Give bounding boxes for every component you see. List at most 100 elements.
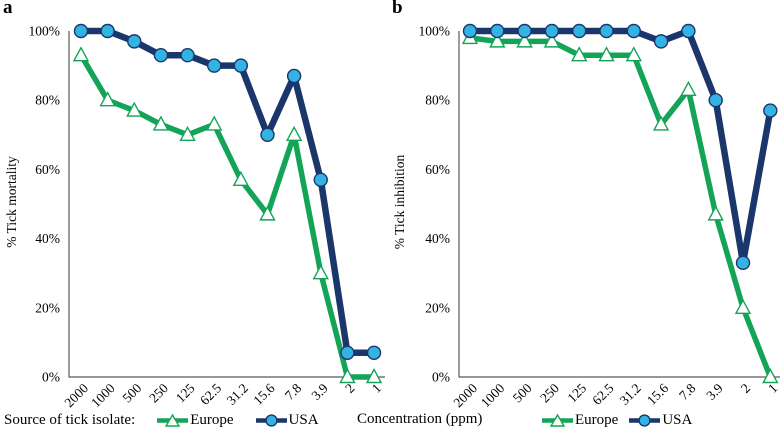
legend-europe-label: Europe	[575, 412, 619, 428]
legend-europe-label: Europe	[190, 412, 234, 428]
usa-data-point-marker	[653, 34, 669, 49]
y-tick-label: 80%	[425, 93, 450, 108]
usa-data-point-marker	[233, 58, 249, 73]
y-tick-label: 60%	[35, 162, 60, 177]
x-tick-label: 7.8	[282, 380, 305, 403]
usa-data-point-marker	[286, 68, 302, 84]
usa-line-swatch-icon	[629, 414, 661, 427]
europe-data-point-marker	[72, 46, 90, 62]
x-tick-label: 500	[510, 380, 535, 405]
europe-data-point-marker	[516, 32, 533, 48]
y-tick-label: 0%	[432, 370, 450, 385]
x-tick-label: 31.2	[617, 381, 644, 408]
usa-data-point-marker	[462, 23, 478, 39]
x-tick-label: 125	[173, 380, 198, 405]
europe-data-point-marker	[489, 32, 506, 48]
usa-line-swatch-icon	[255, 414, 287, 427]
panel-a: a % Tick mortality 100% 80% 60% 40% 20% 0% 200…	[0, 0, 391, 437]
europe-data-point-marker	[99, 91, 116, 107]
usa-data-point-marker	[544, 23, 560, 39]
x-tick-label: 1000	[88, 380, 118, 410]
panel-b-label: b	[392, 0, 403, 18]
legend-item-usa: USA	[255, 412, 319, 429]
europe-data-point-marker	[285, 125, 303, 142]
panel-b: b % Tick inhibition 100% 80% 60% 40% 20% 0% 20…	[391, 0, 783, 437]
usa-data-point-marker	[260, 127, 275, 143]
usa-data-point-marker	[571, 23, 587, 39]
europe-data-point-marker	[762, 368, 779, 384]
x-tick-label: 3.9	[703, 380, 726, 403]
europe-data-point-marker	[126, 101, 143, 117]
legend-item-usa-b: USA	[628, 412, 692, 429]
y-tick-label: 40%	[425, 231, 450, 246]
europe-line-swatch-icon	[157, 413, 189, 427]
y-tick-label: 80%	[35, 93, 60, 108]
x-tick-label: 250	[537, 380, 562, 405]
x-axis-title: Concentration (ppm)	[357, 411, 483, 427]
europe-data-point-marker	[365, 368, 383, 384]
x-tick-label: 15.6	[250, 380, 277, 407]
europe-data-point-marker	[206, 115, 223, 131]
series-usa-line	[466, 27, 774, 267]
europe-data-point-marker	[707, 205, 724, 221]
usa-data-point-marker	[127, 34, 142, 49]
legend-item-europe-b: Europe	[541, 412, 618, 429]
europe-data-point-marker	[598, 46, 615, 62]
europe-data-point-marker	[734, 298, 752, 314]
x-tick-label: 125	[564, 380, 589, 405]
panel-a-label: a	[3, 0, 13, 18]
legend-panel-a: Source of tick isolate: Europe USA	[4, 412, 319, 429]
usa-data-point-marker	[681, 23, 696, 39]
europe-data-point-marker	[625, 46, 642, 62]
y-tick-label: 100%	[419, 24, 451, 39]
y-tick-label: 60%	[425, 162, 450, 177]
usa-data-point-marker	[340, 345, 355, 360]
x-tick-label: 500	[119, 380, 144, 405]
legend-item-europe: Europe	[156, 412, 234, 429]
y-tick-label: 40%	[35, 231, 60, 246]
usa-data-point-marker	[599, 23, 614, 39]
x-tick-label: 62.5	[589, 380, 616, 407]
legend-usa-label: USA	[288, 412, 319, 428]
x-tick-label: 2000	[61, 380, 91, 410]
europe-data-point-marker	[339, 368, 356, 384]
legend-source-label: Source of tick isolate:	[4, 412, 136, 428]
usa-data-point-marker	[366, 345, 382, 360]
legend-usa-label: USA	[662, 412, 693, 428]
y-tick-label: 100%	[29, 24, 61, 39]
y-tick-label: 0%	[42, 370, 60, 385]
europe-data-point-marker	[259, 205, 276, 221]
europe-data-point-marker	[571, 46, 588, 62]
usa-data-point-marker	[180, 48, 195, 63]
x-tick-label: 3.9	[308, 380, 331, 403]
y-tick-label: 20%	[425, 300, 450, 315]
series-europe-line	[78, 52, 377, 380]
x-tick-label: 7.8	[676, 380, 699, 403]
usa-data-point-marker	[517, 23, 532, 39]
x-tick-label: 62.5	[197, 380, 224, 407]
usa-data-point-marker	[490, 23, 505, 39]
usa-data-point-marker	[206, 58, 222, 73]
usa-data-point-marker	[153, 48, 169, 63]
europe-line-swatch-icon	[542, 413, 573, 427]
x-tick-label: 250	[146, 380, 171, 405]
x-tick-label: 1000	[478, 380, 508, 410]
usa-data-point-marker	[763, 103, 778, 118]
x-tick-label: 2	[738, 381, 753, 396]
europe-data-point-marker	[680, 80, 697, 97]
x-tick-label: 15.6	[644, 380, 671, 407]
usa-data-point-marker	[735, 255, 751, 271]
x-tick-label: 2000	[450, 380, 480, 410]
usa-data-point-marker	[708, 92, 723, 108]
x-tick-label: 31.2	[224, 381, 251, 408]
usa-data-point-marker	[313, 172, 328, 187]
europe-data-point-marker	[232, 170, 250, 186]
y-tick-label: 20%	[35, 300, 60, 315]
usa-data-point-marker	[626, 23, 642, 39]
europe-data-point-marker	[152, 115, 170, 131]
europe-data-point-marker	[543, 32, 561, 48]
legend-panel-b: Europe USA	[541, 412, 692, 429]
usa-data-point-marker	[100, 23, 115, 39]
